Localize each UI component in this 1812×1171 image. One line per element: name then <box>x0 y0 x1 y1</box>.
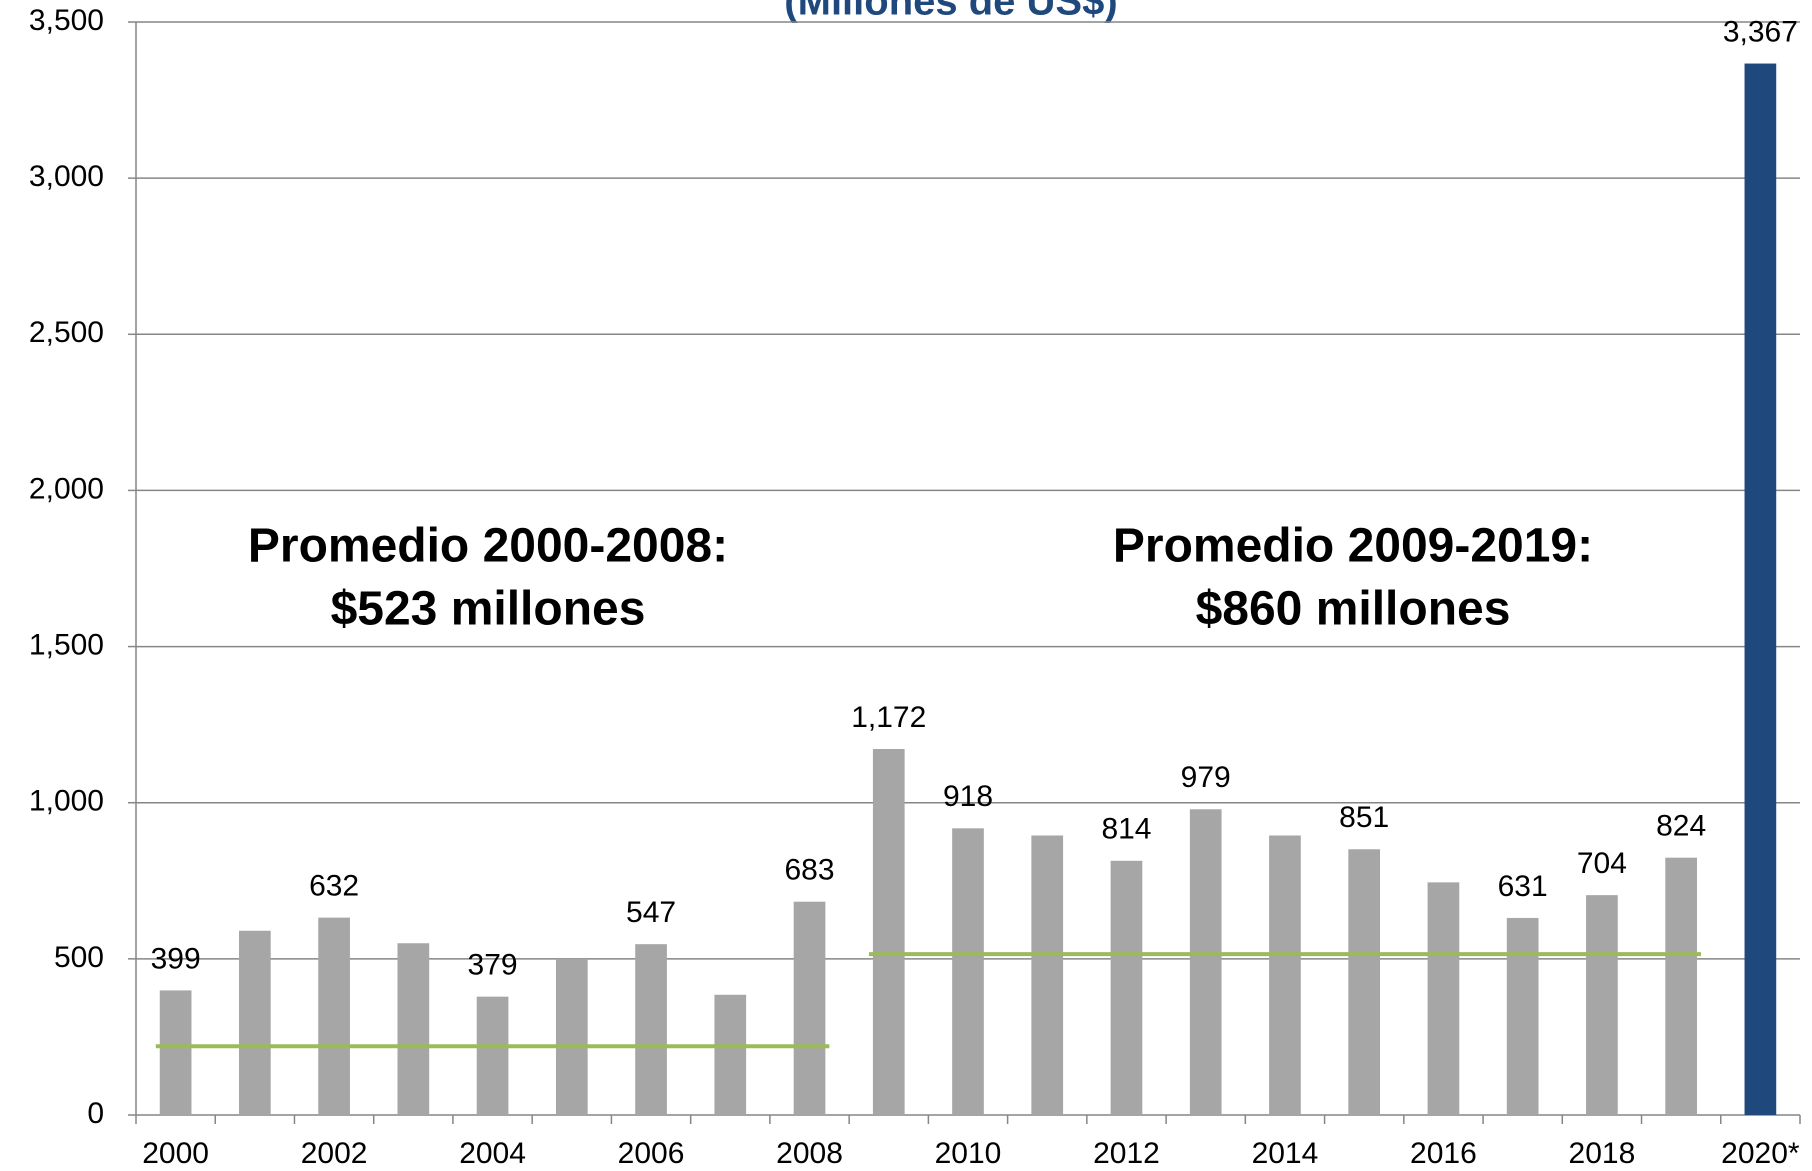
annotation: Promedio 2009-2019: <box>1113 520 1593 573</box>
data-label: 824 <box>1656 810 1706 843</box>
bar <box>1744 63 1777 1115</box>
data-label: 814 <box>1101 813 1151 846</box>
x-tick-label: 2016 <box>1410 1137 1477 1170</box>
bar <box>1110 860 1143 1115</box>
bar <box>318 917 350 1115</box>
x-tick-label: 2012 <box>1093 1137 1160 1170</box>
x-tick-label: 2010 <box>935 1137 1002 1170</box>
bar <box>555 958 588 1115</box>
bar <box>1348 849 1381 1115</box>
x-tick-label: 2014 <box>1252 1137 1319 1170</box>
annotation: $523 millones <box>331 583 646 636</box>
bar <box>1586 895 1618 1115</box>
x-tick-label: 2020* <box>1721 1137 1800 1170</box>
y-tick-label: 1,500 <box>29 628 104 661</box>
x-tick-label: 2000 <box>142 1137 209 1170</box>
bar <box>159 990 192 1115</box>
bar <box>1189 809 1222 1115</box>
chart-title: (Millones de US$) <box>784 0 1117 24</box>
data-label: 704 <box>1577 847 1627 880</box>
bar <box>1506 917 1539 1115</box>
x-tick-label: 2008 <box>776 1137 843 1170</box>
bar <box>239 930 271 1115</box>
y-tick-label: 500 <box>54 941 104 974</box>
bar <box>714 994 747 1115</box>
y-tick-label: 0 <box>87 1097 104 1130</box>
bar <box>1031 835 1064 1115</box>
data-label: 683 <box>784 854 834 887</box>
bar <box>793 901 826 1115</box>
y-tick-label: 3,000 <box>29 160 104 193</box>
bar <box>1665 857 1697 1115</box>
bar <box>952 828 984 1115</box>
data-label: 379 <box>468 949 518 982</box>
data-label: 547 <box>626 896 676 929</box>
data-label: 1,172 <box>851 701 926 734</box>
y-tick-label: 2,500 <box>29 316 104 349</box>
data-label: 3,367 <box>1723 15 1798 48</box>
annotation: $860 millones <box>1196 583 1511 636</box>
data-label: 918 <box>943 780 993 813</box>
x-tick-label: 2006 <box>618 1137 685 1170</box>
bar <box>872 749 905 1115</box>
bar <box>635 944 667 1115</box>
bar <box>476 996 509 1115</box>
bar <box>1269 835 1301 1115</box>
bar <box>397 943 430 1115</box>
data-label: 631 <box>1498 870 1548 903</box>
y-tick-label: 2,000 <box>29 472 104 505</box>
annotation: Promedio 2000-2008: <box>248 520 728 573</box>
data-label: 632 <box>309 870 359 903</box>
x-tick-label: 2018 <box>1569 1137 1636 1170</box>
x-tick-label: 2002 <box>301 1137 368 1170</box>
y-tick-label: 3,500 <box>29 4 104 37</box>
data-label: 399 <box>151 942 201 975</box>
y-tick-label: 1,000 <box>29 785 104 818</box>
bar <box>1427 882 1460 1115</box>
data-label: 851 <box>1339 801 1389 834</box>
data-label: 979 <box>1181 761 1231 794</box>
x-tick-label: 2004 <box>459 1137 526 1170</box>
